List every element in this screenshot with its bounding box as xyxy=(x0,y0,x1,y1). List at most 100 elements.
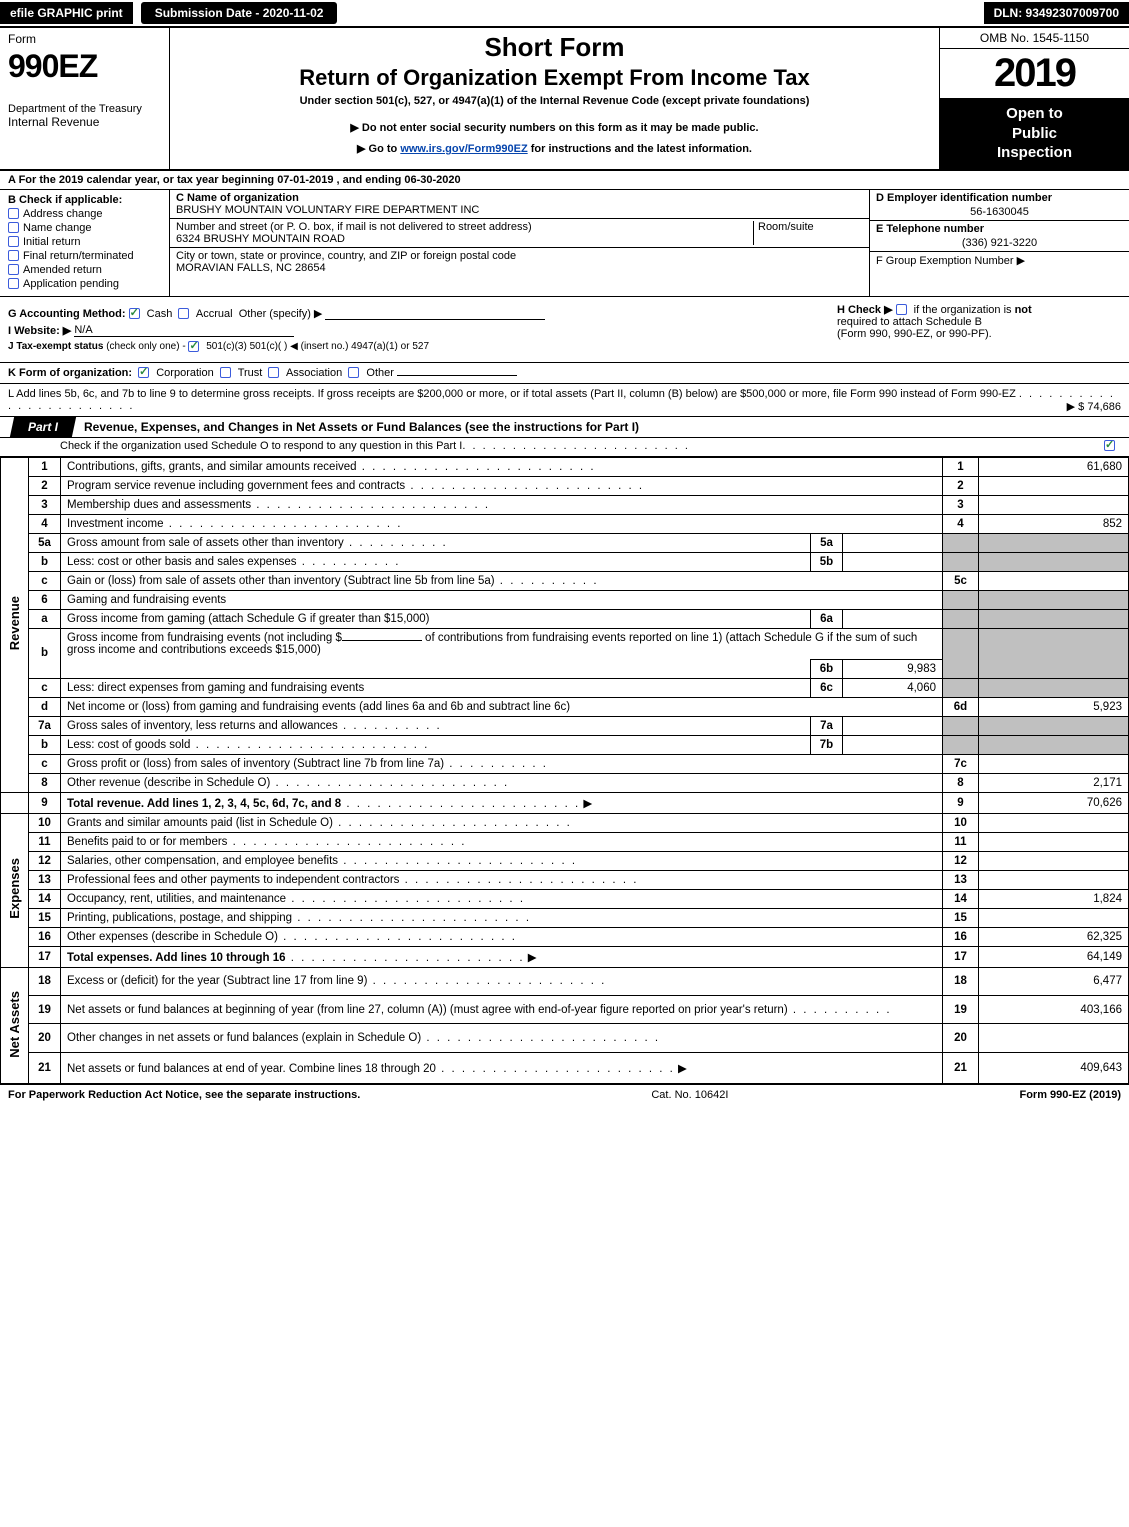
line-num: b xyxy=(29,552,61,571)
line-num: 8 xyxy=(29,773,61,792)
chk-amended-return[interactable]: Amended return xyxy=(8,264,161,276)
line-num: 16 xyxy=(29,927,61,946)
form-label: Form xyxy=(8,32,161,46)
checkbox-icon[interactable] xyxy=(896,304,907,315)
chk-initial-return[interactable]: Initial return xyxy=(8,236,161,248)
header-left: Form 990EZ Department of the Treasury In… xyxy=(0,28,170,169)
shaded-cell xyxy=(943,735,979,754)
form-ref: Form 990-EZ (2019) xyxy=(1019,1089,1121,1101)
line-desc: Gaming and fundraising events xyxy=(61,590,943,609)
k-trust: Trust xyxy=(238,367,263,379)
line-ref: 10 xyxy=(943,813,979,832)
line-num: 18 xyxy=(29,967,61,995)
form-header: Form 990EZ Department of the Treasury In… xyxy=(0,28,1129,171)
checkbox-icon xyxy=(8,236,19,247)
line-desc: Total revenue. Add lines 1, 2, 3, 4, 5c,… xyxy=(61,792,943,813)
line-ref: 19 xyxy=(943,996,979,1024)
line-amount: 1,824 xyxy=(979,889,1129,908)
checkbox-icon[interactable] xyxy=(138,367,149,378)
sub-line-ref: 7b xyxy=(811,735,843,754)
chk-name-change[interactable]: Name change xyxy=(8,222,161,234)
shaded-cell xyxy=(943,533,979,552)
website-value: N/A xyxy=(74,324,294,337)
checkbox-icon[interactable] xyxy=(178,308,189,319)
chk-application-pending[interactable]: Application pending xyxy=(8,278,161,290)
open-to-public-box: Open to Public Inspection xyxy=(940,98,1129,169)
line-amount: 6,477 xyxy=(979,967,1129,995)
line-desc: Contributions, gifts, grants, and simila… xyxy=(61,457,943,476)
checkbox-icon[interactable] xyxy=(1104,440,1115,451)
line-amount xyxy=(979,870,1129,889)
line-amount xyxy=(979,495,1129,514)
ssn-warning: ▶ Do not enter social security numbers o… xyxy=(180,121,929,134)
line-num: a xyxy=(29,609,61,628)
chk-address-change[interactable]: Address change xyxy=(8,208,161,220)
sub-line-ref: 7a xyxy=(811,716,843,735)
checkbox-icon[interactable] xyxy=(220,367,231,378)
line-ref: 3 xyxy=(943,495,979,514)
line-num: 1 xyxy=(29,457,61,476)
top-bar: efile GRAPHIC print Submission Date - 20… xyxy=(0,0,1129,28)
paperwork-notice: For Paperwork Reduction Act Notice, see … xyxy=(8,1089,360,1101)
page-footer: For Paperwork Reduction Act Notice, see … xyxy=(0,1084,1129,1105)
line-amount xyxy=(979,754,1129,773)
shaded-cell xyxy=(979,735,1129,754)
line-num: 11 xyxy=(29,832,61,851)
submission-date-badge: Submission Date - 2020-11-02 xyxy=(141,2,338,24)
e-phone-label: E Telephone number xyxy=(876,223,1123,235)
chk-final-return[interactable]: Final return/terminated xyxy=(8,250,161,262)
shaded-cell xyxy=(943,609,979,628)
g-label: G Accounting Method: xyxy=(8,308,126,320)
line-a-tax-year: A For the 2019 calendar year, or tax yea… xyxy=(0,171,1129,190)
header-center: Short Form Return of Organization Exempt… xyxy=(170,28,939,169)
dln-label: DLN: 93492307009700 xyxy=(984,2,1129,24)
part1-tab-label: Part I xyxy=(28,420,58,434)
shaded-cell xyxy=(943,590,979,609)
line-num: 15 xyxy=(29,908,61,927)
line-num: 4 xyxy=(29,514,61,533)
h-text2: required to attach Schedule B xyxy=(837,316,982,328)
checkbox-icon[interactable] xyxy=(268,367,279,378)
section-def: D Employer identification number 56-1630… xyxy=(869,190,1129,296)
line-num: 3 xyxy=(29,495,61,514)
sub-line-ref: 6c xyxy=(811,678,843,697)
checkbox-icon[interactable] xyxy=(188,341,199,352)
org-city: MORAVIAN FALLS, NC 28654 xyxy=(176,262,863,274)
g-cash: Cash xyxy=(147,308,173,320)
g-other-input[interactable] xyxy=(325,319,545,320)
h-label: H Check ▶ xyxy=(837,304,893,316)
chk-label: Application pending xyxy=(23,278,119,290)
d-ein-label: D Employer identification number xyxy=(876,192,1123,204)
checkbox-icon[interactable] xyxy=(348,367,359,378)
line-num: 6 xyxy=(29,590,61,609)
line-num: c xyxy=(29,754,61,773)
section-l: L Add lines 5b, 6c, and 7b to line 9 to … xyxy=(0,384,1129,417)
line-ref: 17 xyxy=(943,946,979,967)
section-b-header: B Check if applicable: xyxy=(8,194,161,206)
line-desc: Investment income xyxy=(61,514,943,533)
sub-line-amount xyxy=(843,552,943,571)
line-desc: Other changes in net assets or fund bala… xyxy=(61,1024,943,1052)
line-num: 10 xyxy=(29,813,61,832)
line-desc: Less: cost of goods sold xyxy=(61,735,811,754)
line-ref: 2 xyxy=(943,476,979,495)
line-desc: Gross income from fundraising events (no… xyxy=(61,628,943,659)
room-suite-label: Room/suite xyxy=(753,221,863,245)
blank-input[interactable] xyxy=(342,640,422,641)
line-desc: Grants and similar amounts paid (list in… xyxy=(61,813,943,832)
checkbox-icon xyxy=(8,250,19,261)
line-desc: Printing, publications, postage, and shi… xyxy=(61,908,943,927)
line-amount xyxy=(979,813,1129,832)
efile-print-label[interactable]: efile GRAPHIC print xyxy=(0,2,133,24)
k-other-input[interactable] xyxy=(397,375,517,376)
department-label: Department of the Treasury xyxy=(8,103,161,115)
line-ref: 18 xyxy=(943,967,979,995)
line-ref: 9 xyxy=(943,792,979,813)
irs-link[interactable]: www.irs.gov/Form990EZ xyxy=(400,143,527,155)
checkbox-icon xyxy=(8,278,19,289)
line-ref: 13 xyxy=(943,870,979,889)
line-desc: Excess or (deficit) for the year (Subtra… xyxy=(61,967,943,995)
line-ref: 7c xyxy=(943,754,979,773)
checkbox-icon[interactable] xyxy=(129,308,140,319)
phone-value: (336) 921-3220 xyxy=(876,237,1123,249)
